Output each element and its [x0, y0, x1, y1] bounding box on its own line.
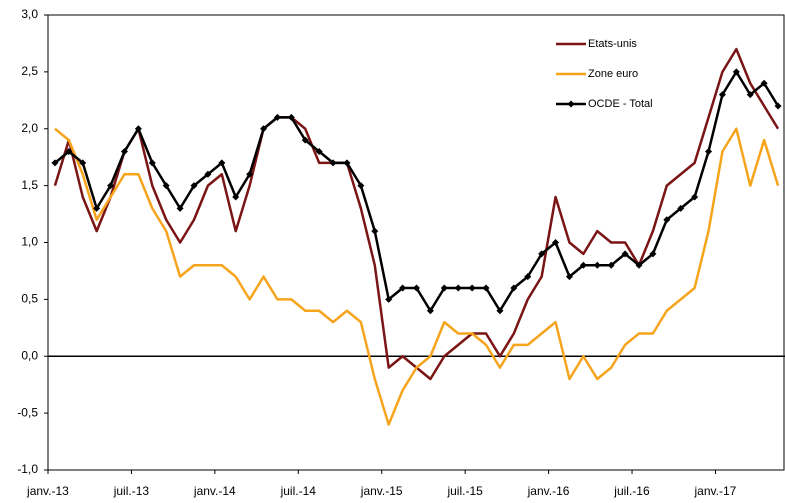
x-tick-label: janv.-16: [527, 484, 570, 498]
series-marker: [204, 170, 212, 178]
series-marker: [607, 261, 615, 269]
legend-marker: [567, 100, 575, 108]
series-marker: [454, 284, 462, 292]
series-marker: [413, 284, 420, 292]
legend-label: Etats-unis: [588, 38, 637, 50]
y-tick-label: 3,0: [21, 7, 38, 21]
y-tick-label: -0,5: [17, 405, 38, 419]
series-marker: [79, 159, 87, 167]
x-tick-label: janv.-13: [26, 484, 69, 498]
series-line: [53, 47, 780, 381]
series-marker: [774, 102, 782, 110]
series-marker: [426, 307, 434, 315]
series-marker: [65, 148, 73, 155]
series-marker: [552, 239, 560, 246]
series-marker: [677, 204, 685, 212]
y-tick-label: 1,5: [21, 178, 38, 192]
y-tick-label: 2,0: [21, 121, 38, 135]
series-marker: [621, 250, 629, 258]
series-marker: [538, 250, 546, 258]
series-line: [54, 127, 780, 426]
series-marker: [107, 182, 115, 190]
series-marker: [496, 307, 504, 315]
series-marker: [732, 68, 740, 76]
series-marker: [176, 204, 184, 212]
series-marker: [440, 284, 448, 292]
series-marker: [93, 204, 101, 212]
legend-label: OCDE - Total: [588, 98, 653, 110]
series-marker: [482, 284, 490, 292]
series-marker: [246, 170, 254, 178]
series-marker: [663, 216, 671, 224]
series-marker: [120, 148, 128, 155]
series-marker: [649, 250, 657, 258]
series-marker: [524, 273, 532, 281]
series-marker: [399, 284, 407, 292]
legend-label: Zone euro: [588, 68, 638, 80]
series-marker: [468, 284, 476, 292]
series-marker: [746, 91, 754, 99]
series-marker: [315, 148, 323, 155]
series-marker: [371, 227, 379, 235]
x-tick-label: juil.-14: [280, 484, 317, 498]
series-marker: [718, 91, 726, 99]
x-tick-label: juil.-15: [446, 484, 483, 498]
plot-frame: [47, 14, 785, 471]
series-marker: [760, 79, 768, 87]
series-marker: [343, 159, 351, 167]
y-tick-label: 1,0: [21, 235, 38, 249]
x-tick-label: juil.-16: [613, 484, 650, 498]
series-marker: [357, 182, 365, 190]
y-tick-label: -1,0: [17, 462, 38, 476]
series-marker: [385, 295, 393, 303]
series-marker: [287, 113, 295, 121]
series-marker: [51, 159, 59, 167]
series-marker: [329, 159, 337, 167]
series-marker: [579, 261, 587, 269]
series-marker: [691, 193, 699, 201]
series-marker: [593, 261, 601, 269]
y-tick-label: 2,5: [21, 64, 38, 78]
series-marker: [260, 125, 268, 133]
series-marker: [705, 148, 713, 155]
plot-area: [51, 47, 782, 426]
series-marker: [134, 125, 142, 133]
series-marker: [565, 273, 573, 281]
y-tick-label: 0,5: [21, 292, 38, 306]
series-marker: [273, 113, 281, 121]
series-marker: [635, 261, 643, 269]
series-marker: [190, 182, 198, 190]
series-marker: [232, 193, 240, 201]
x-tick-label: janv.-14: [193, 484, 236, 498]
series-marker: [148, 159, 156, 167]
series-line: [54, 70, 780, 312]
x-tick-label: juil.-13: [113, 484, 150, 498]
x-tick-label: janv.-17: [694, 484, 737, 498]
y-tick-label: 0,0: [21, 348, 38, 362]
series-marker: [162, 182, 170, 190]
series-marker: [218, 159, 226, 167]
series-marker: [510, 284, 518, 292]
x-tick-label: janv.-15: [360, 484, 403, 498]
series-marker: [301, 136, 309, 144]
